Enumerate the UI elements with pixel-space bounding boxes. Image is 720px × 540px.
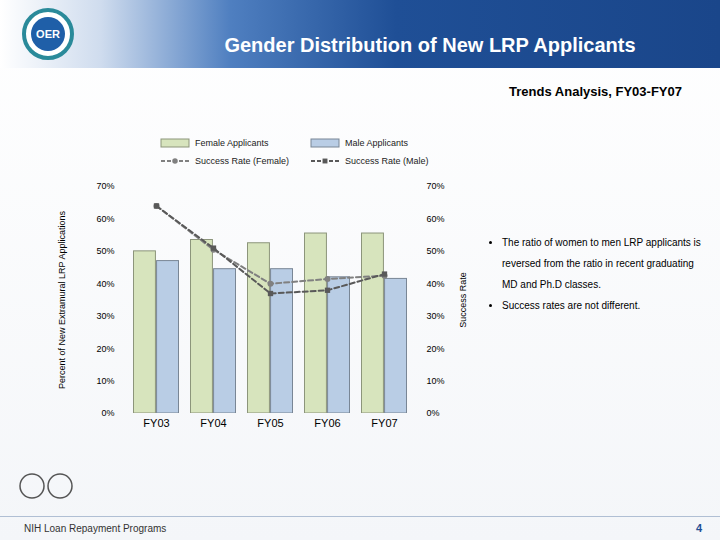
html-text:The ratio of women to men LRP: The ratio of women to men LRP applicants… (502, 237, 701, 290)
svg-text:FY04: FY04 (200, 417, 226, 429)
svg-text:30%: 30% (96, 311, 114, 321)
html-text:NIH Loan Repayment Programs: NIH Loan Repayment Programs (24, 523, 167, 534)
svg-text:60%: 60% (427, 214, 445, 224)
svg-text:20%: 20% (427, 344, 445, 354)
html-text:Gender Distribution of New LRP: Gender Distribution of New LRP Applicant… (224, 34, 636, 56)
html-text:4: 4 (695, 522, 702, 534)
svg-text:50%: 50% (427, 246, 445, 256)
svg-text:60%: 60% (96, 214, 114, 224)
svg-text:FY03: FY03 (143, 417, 169, 429)
svg-text:50%: 50% (96, 246, 114, 256)
svg-text:40%: 40% (427, 279, 445, 289)
html-text:Success Rate (Male): Success Rate (Male) (345, 156, 429, 166)
svg-text:FY07: FY07 (371, 417, 397, 429)
html-text:Success Rate (Female): Success Rate (Female) (195, 156, 289, 166)
svg-text:70%: 70% (427, 181, 445, 191)
svg-text:FY05: FY05 (257, 417, 283, 429)
svg-text:20%: 20% (96, 344, 114, 354)
svg-text:10%: 10% (427, 376, 445, 386)
svg-text:OER: OER (36, 28, 60, 40)
html-text:Male Applicants: Male Applicants (345, 138, 408, 148)
svg-text:FY06: FY06 (314, 417, 340, 429)
html-text:Trends Analysis, FY03-FY07: Trends Analysis, FY03-FY07 (509, 84, 682, 99)
svg-text:Success Rate: Success Rate (458, 272, 468, 328)
svg-text:0%: 0% (101, 408, 114, 418)
svg-text:70%: 70% (96, 181, 114, 191)
svg-text:30%: 30% (427, 311, 445, 321)
svg-text:Percent of New Extramural LRP: Percent of New Extramural LRP Applicatio… (57, 211, 67, 389)
svg-text:40%: 40% (96, 279, 114, 289)
svg-text:0%: 0% (427, 408, 440, 418)
html-text:Female Applicants: Female Applicants (195, 138, 269, 148)
html-text:Success rates are not differen: Success rates are not different. (502, 300, 641, 311)
svg-text:10%: 10% (96, 376, 114, 386)
